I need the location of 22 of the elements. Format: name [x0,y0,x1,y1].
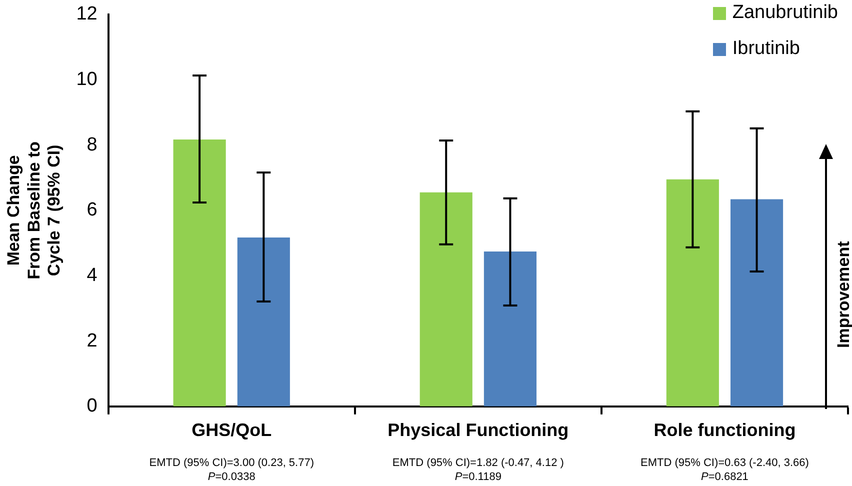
legend-label: Zanubrutinib [732,2,838,24]
bar [666,179,719,406]
x-tick-label: Role functioning [654,420,796,440]
x-tick-label: Physical Functioning [388,420,569,440]
text: EMTD (95% CI)=0.63 (-2.40, 3.66) P=0.6821 [640,457,809,484]
text: EMTD (95% CI)=1.82 (-0.47, 4.12 ) P=0.1189 [392,457,564,484]
y-axis-title: Mean Change From Baseline to Cycle 7 (95% CI) [4,141,64,280]
bar [730,199,784,406]
y-tick-label: 10 [76,68,98,90]
bar [173,140,226,406]
y-tick-label: 6 [86,200,98,221]
y-tick-label: 0 [86,396,98,417]
y-tick-label: 8 [86,134,98,156]
bar [420,192,472,406]
x-tick-label: GHS/QoL [192,420,272,440]
bar [237,238,290,406]
text: EMTD (95% CI)=3.00 (0.23, 5.77) P=0.0338 [149,457,314,484]
y-tick-label: 4 [86,264,98,286]
legend-label: Ibrutinib [732,38,800,60]
y-tick-label: 12 [76,4,98,25]
y-tick-label: 2 [86,330,98,352]
bar [484,252,536,406]
